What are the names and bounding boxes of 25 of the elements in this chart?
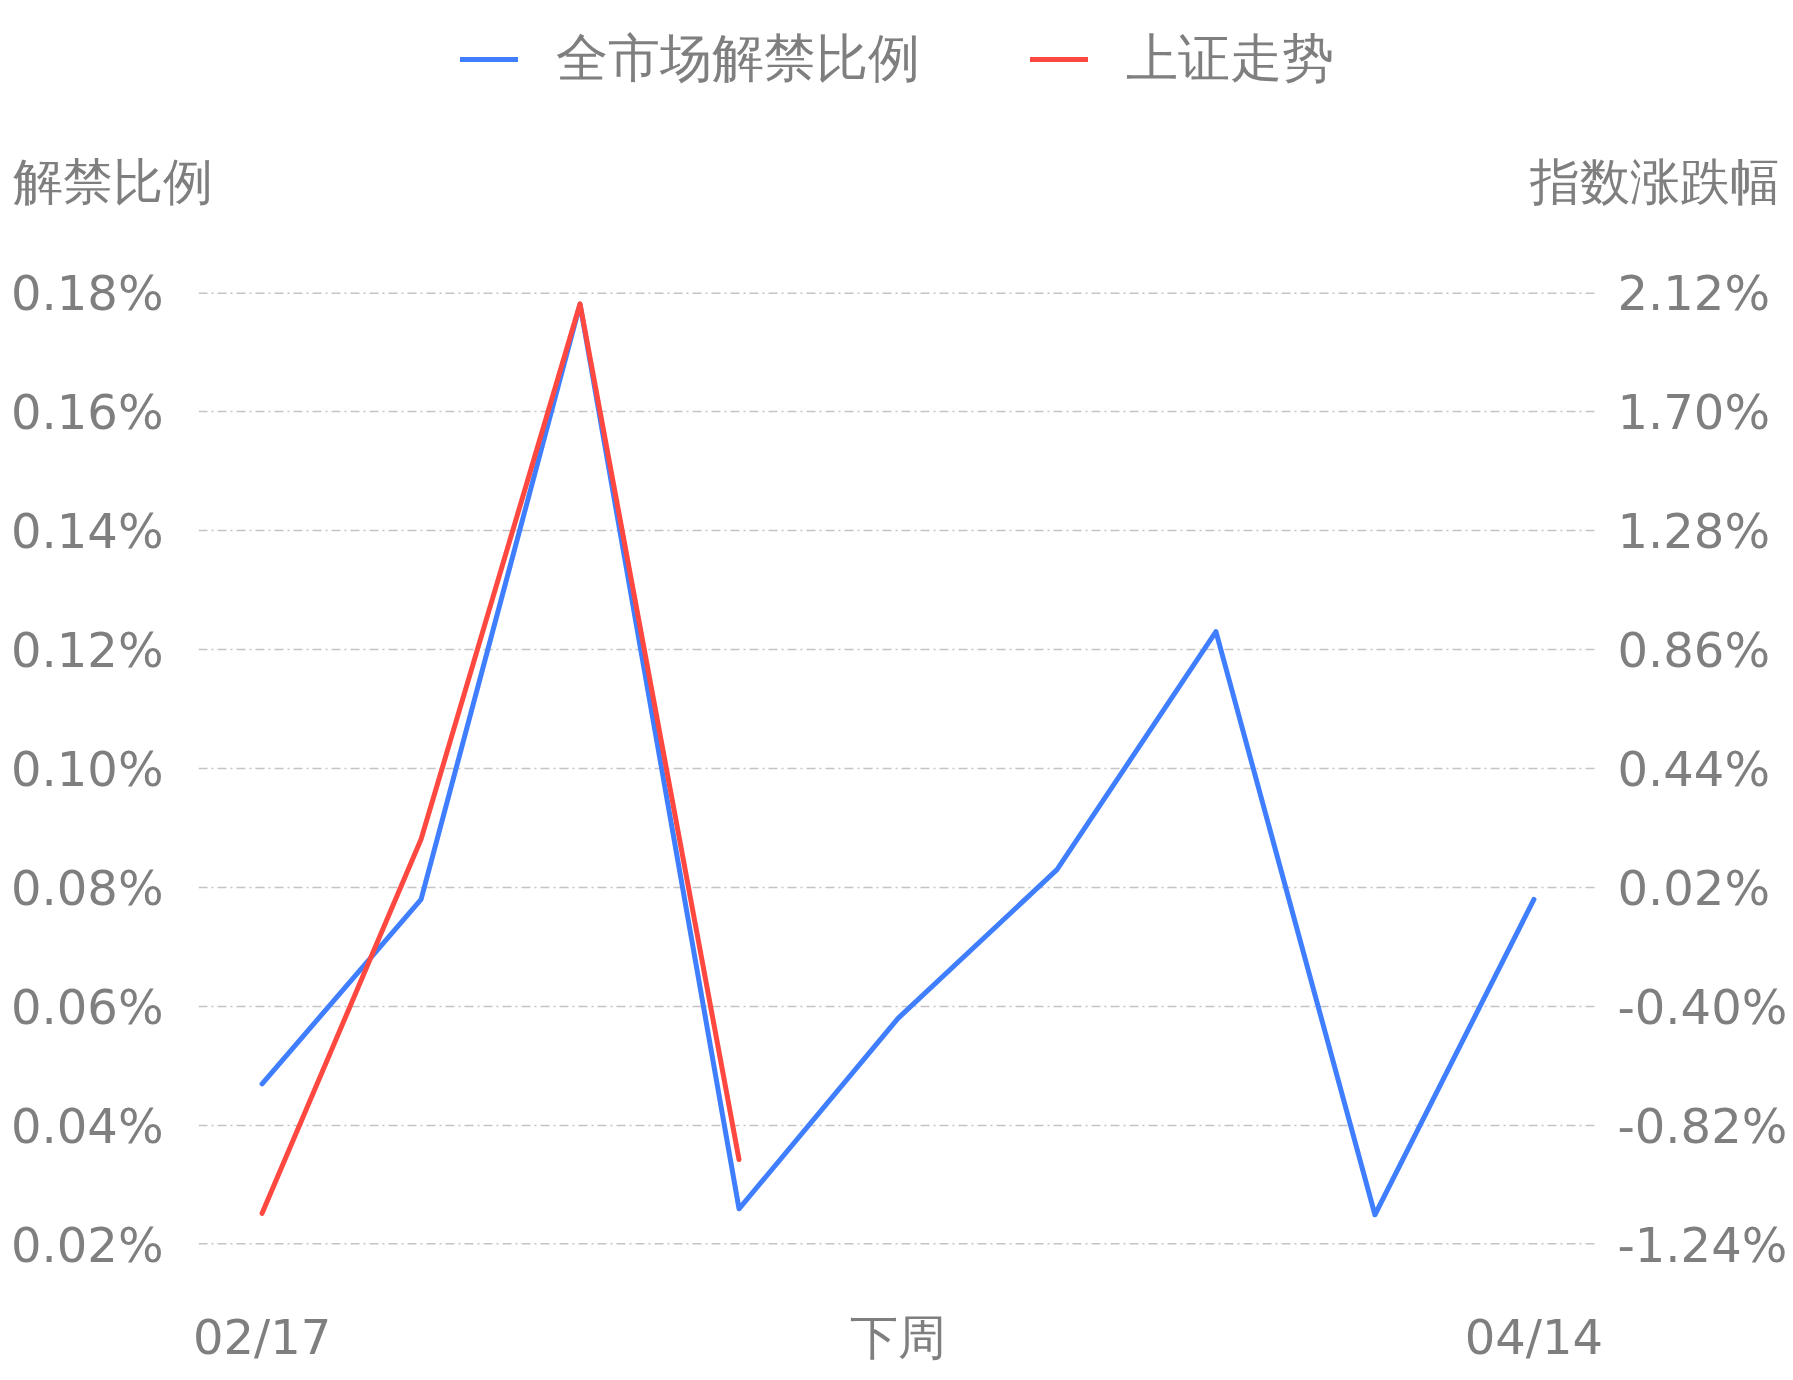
x-tick-label: 下周 [850, 1308, 946, 1365]
y2-tick-label: 1.28% [1617, 502, 1770, 559]
x-tick-label: 02/17 [192, 1308, 332, 1365]
y-tick-label: 0.08% [11, 859, 164, 916]
y2-tick-label: 0.02% [1617, 859, 1770, 916]
y-tick-label: 0.18% [11, 264, 164, 321]
y-axis-title: 解禁比例 [12, 152, 213, 211]
y-tick-label: 0.02% [11, 1216, 164, 1273]
y-tick-label: 0.14% [11, 502, 164, 559]
y2-tick-label: -0.40% [1617, 978, 1788, 1035]
y2-tick-label: -0.82% [1617, 1097, 1788, 1154]
y-tick-label: 0.12% [11, 621, 164, 678]
y-tick-label: 0.10% [11, 740, 164, 797]
y2-axis-title: 指数涨跌幅 [1528, 152, 1780, 211]
y2-tick-label: 0.44% [1617, 740, 1770, 797]
x-tick-label: 04/14 [1464, 1308, 1604, 1365]
y-tick-label: 0.06% [11, 978, 164, 1035]
y2-tick-label: 2.12% [1617, 264, 1770, 321]
y-tick-label: 0.04% [11, 1097, 164, 1154]
y2-tick-label: -1.24% [1617, 1216, 1788, 1273]
y-tick-label: 0.16% [11, 383, 164, 440]
legend-label: 上证走势 [1125, 27, 1334, 90]
y2-tick-label: 1.70% [1617, 383, 1770, 440]
y2-tick-label: 0.86% [1617, 621, 1770, 678]
legend-label: 全市场解禁比例 [555, 27, 920, 90]
